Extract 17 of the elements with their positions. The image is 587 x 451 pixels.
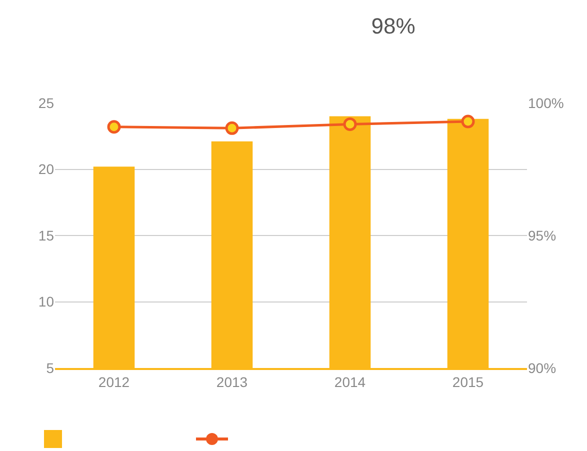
y2-tick-label: 100%: [528, 94, 564, 111]
point: [343, 117, 357, 131]
y2-tick-label: 95%: [528, 227, 556, 244]
point: [225, 121, 239, 135]
x-tick-label: 2014: [334, 374, 366, 390]
y-tick-label: 25: [38, 94, 54, 111]
y2-tick-label: 90%: [528, 360, 556, 376]
y-tick-label: 20: [38, 161, 54, 178]
point: [107, 120, 121, 134]
chart-title: 98%: [371, 13, 416, 38]
x-tick-label: 2015: [452, 374, 484, 390]
y-tick-label: 5: [46, 360, 54, 376]
y-tick-label: 15: [38, 227, 54, 244]
y-tick-label: 10: [38, 294, 54, 310]
x-tick-label: 2013: [216, 374, 248, 390]
x-tick-label: 2012: [98, 374, 130, 390]
point: [461, 114, 475, 128]
